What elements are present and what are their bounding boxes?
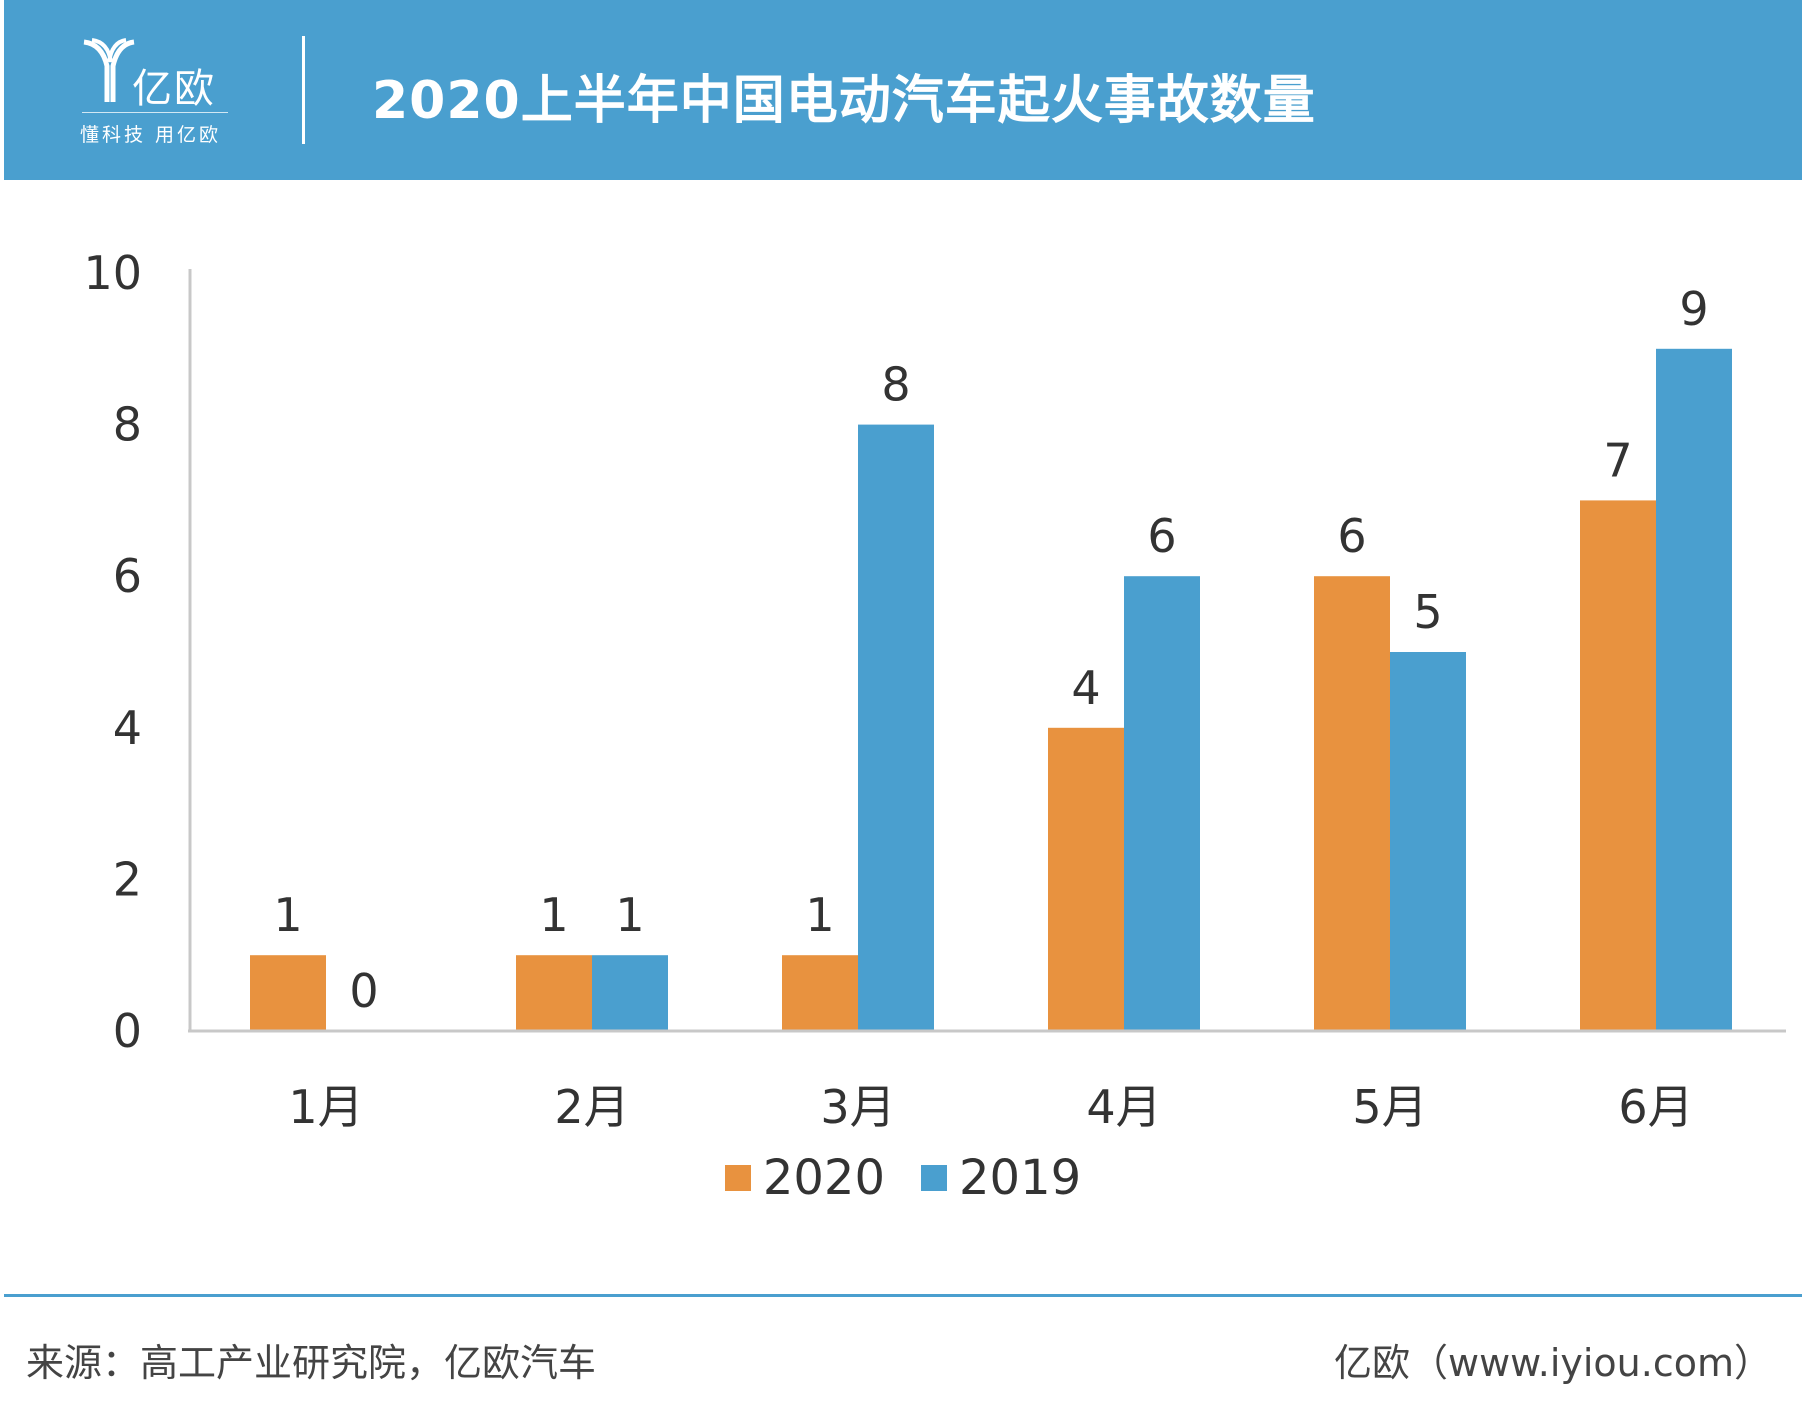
bar-2020-5 [1314,576,1390,1031]
x-tick-label: 3月 [820,1080,895,1134]
data-label-2020-4: 4 [1071,661,1100,715]
data-label-2019-5: 5 [1413,585,1442,639]
footer-divider [4,1294,1802,1297]
data-label-2019-3: 8 [881,358,910,412]
logo-mark-icon [83,38,135,102]
bar-2020-4 [1048,727,1124,1031]
bar-2020-3 [782,955,858,1031]
data-label-2020-1: 1 [273,888,302,942]
y-tick-label: 4 [113,701,142,755]
header-banner: 亿欧 懂科技 用亿欧 2020上半年中国电动汽车起火事故数量 [4,0,1802,180]
logo: 亿欧 懂科技 用亿欧 [76,30,246,150]
x-tick-label: 6月 [1618,1080,1693,1134]
y-tick-label: 0 [113,1004,142,1058]
legend-label-2019: 2019 [959,1150,1082,1206]
bar-2019-5 [1390,652,1466,1031]
y-tick-label: 8 [113,398,142,452]
logo-name: 亿欧 [132,66,216,112]
data-label-2019-6: 9 [1679,282,1708,336]
header-divider [302,36,305,144]
bar-2019-3 [858,424,934,1032]
x-tick-label: 1月 [288,1080,363,1134]
x-tick-label: 2月 [554,1080,629,1134]
bar-2020-2 [516,955,592,1031]
x-tick-label: 5月 [1352,1080,1427,1134]
data-label-2020-3: 1 [805,888,834,942]
x-tick-label: 4月 [1086,1080,1161,1134]
data-label-2019-1: 0 [349,964,378,1018]
chart-title: 2020上半年中国电动汽车起火事故数量 [372,71,1316,131]
data-label-2020-2: 1 [539,888,568,942]
bar-2019-2 [592,955,668,1031]
bar-2019-6 [1656,348,1732,1031]
legend-item-2019: 2019 [921,1150,1081,1206]
logo-slogan: 懂科技 用亿欧 [80,124,222,146]
legend-swatch-2019 [921,1165,947,1191]
legend-item-2020: 2020 [724,1150,885,1206]
source-note: 来源：高工产业研究院，亿欧汽车 [26,1341,597,1385]
legend-swatch-2020 [724,1165,751,1191]
legend-label-2020: 2020 [762,1150,885,1206]
data-label-2019-4: 6 [1147,509,1176,563]
y-tick-label: 10 [83,246,142,300]
data-label-2020-5: 6 [1337,509,1366,563]
bar-2019-4 [1124,576,1200,1031]
bar-2020-1 [250,955,326,1031]
y-tick-label: 6 [113,549,142,603]
data-label-2019-2: 1 [615,888,644,942]
data-label-2020-6: 7 [1603,433,1632,487]
logo-underline [82,112,228,113]
y-tick-label: 2 [113,852,142,906]
legend: 2020 2019 [0,1150,1806,1206]
bar-2020-6 [1580,500,1656,1031]
site-credit: 亿欧（www.iyiou.com） [1333,1341,1772,1385]
